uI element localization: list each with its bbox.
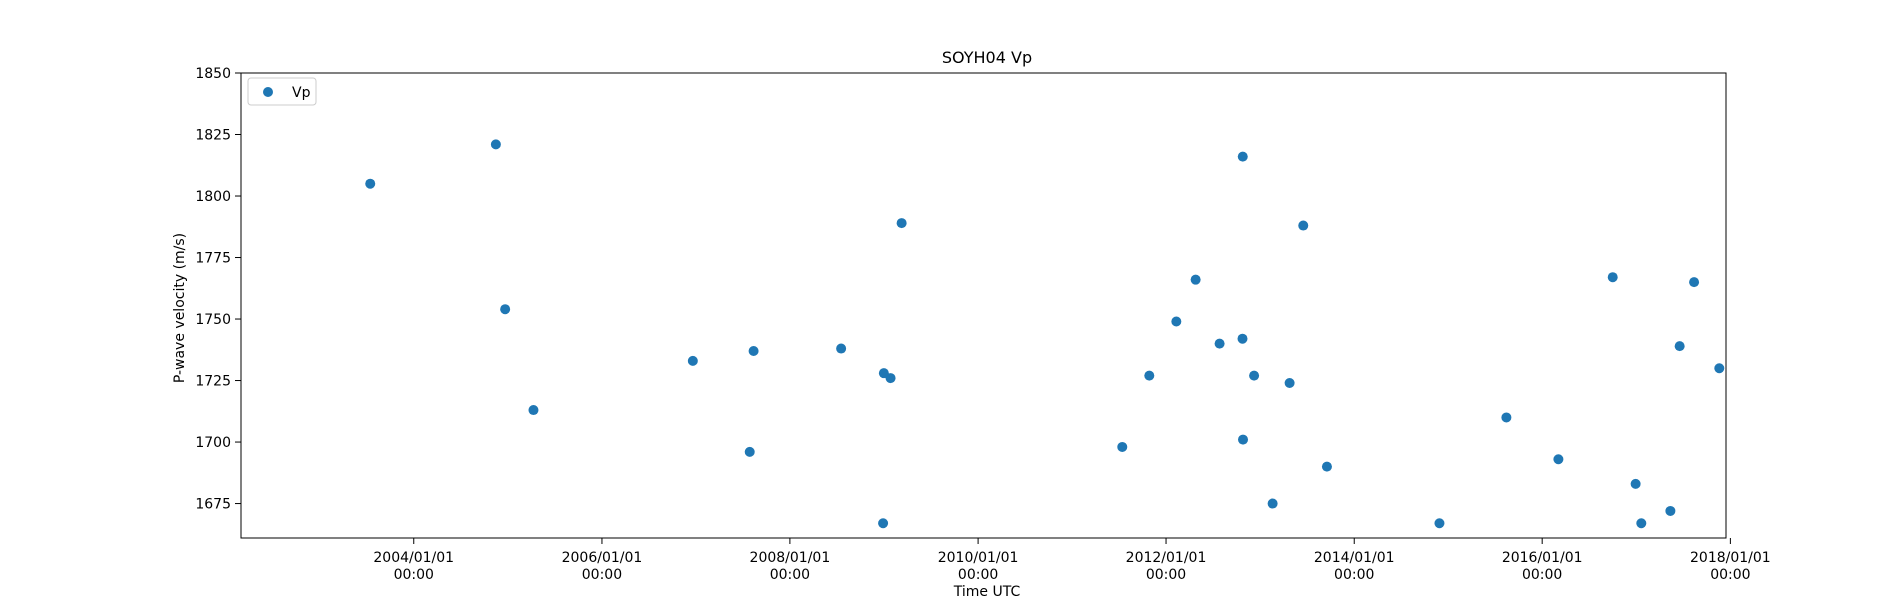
data-point (1298, 220, 1309, 231)
data-point (878, 518, 889, 529)
x-tick-label: 2010/01/01 (938, 550, 1019, 566)
x-tick-label-time: 00:00 (394, 567, 434, 583)
data-point (1249, 370, 1260, 381)
data-point (896, 218, 907, 229)
x-axis-title: Time UTC (953, 584, 1021, 600)
data-point (365, 178, 376, 189)
y-axis-title: P-wave velocity (m/s) (172, 233, 188, 383)
x-tick-label: 2016/01/01 (1502, 550, 1583, 566)
data-point (1238, 434, 1249, 445)
x-tick-label: 2004/01/01 (373, 550, 454, 566)
y-tick-label: 1725 (195, 374, 231, 390)
y-tick-label: 1750 (195, 312, 231, 328)
data-point (1214, 338, 1225, 349)
x-tick-label: 2006/01/01 (562, 550, 643, 566)
x-tick-label-time: 00:00 (1710, 567, 1750, 583)
data-point (687, 355, 698, 366)
data-point (1553, 454, 1564, 465)
data-point (885, 373, 896, 384)
data-point (1501, 412, 1512, 423)
y-tick-label: 1825 (195, 128, 231, 144)
data-point (836, 343, 847, 354)
data-point (1237, 333, 1248, 344)
y-tick-label: 1800 (195, 189, 231, 205)
data-point (1434, 518, 1445, 529)
x-tick-label: 2012/01/01 (1126, 550, 1207, 566)
data-point (1689, 277, 1700, 288)
x-tick-label: 2018/01/01 (1690, 550, 1771, 566)
plot-area (240, 72, 1727, 539)
data-point (1607, 272, 1618, 283)
x-tick-label-time: 00:00 (770, 567, 810, 583)
data-point (744, 446, 755, 457)
data-point (1284, 378, 1295, 388)
data-point (1665, 505, 1676, 516)
data-point (1714, 363, 1725, 374)
data-point (490, 139, 501, 150)
data-point (1144, 370, 1155, 381)
legend-frame (247, 77, 317, 106)
data-point (748, 346, 759, 357)
y-tick-label: 1675 (195, 497, 231, 513)
data-point (1237, 151, 1248, 162)
x-tick-label-time: 00:00 (1334, 567, 1374, 583)
y-tick-label: 1700 (195, 435, 231, 451)
data-point (1267, 498, 1278, 509)
x-tick-label-time: 00:00 (582, 567, 622, 583)
data-point (1117, 441, 1128, 452)
data-point (1630, 478, 1641, 489)
legend-label: Vp (292, 85, 311, 101)
x-tick-label: 2008/01/01 (750, 550, 831, 566)
data-point (500, 304, 511, 315)
y-tick-label: 1775 (195, 251, 231, 267)
data-point (1321, 461, 1332, 472)
legend-marker (263, 87, 273, 97)
y-axis: 1675 1700 1725 1750 1775 1800 1825 1850 (195, 66, 241, 513)
data-point (1171, 316, 1182, 327)
x-tick-label-time: 00:00 (958, 567, 998, 583)
legend: Vp (247, 77, 317, 106)
x-axis: 2004/01/0100:002006/01/0100:002008/01/01… (373, 538, 1771, 583)
plot-frame (240, 72, 1727, 539)
y-tick-label: 1850 (195, 66, 231, 82)
x-tick-label-time: 00:00 (1146, 567, 1186, 583)
chart-title: SOYH04 Vp (942, 48, 1032, 67)
data-points (365, 139, 1725, 529)
x-tick-label: 2014/01/01 (1314, 550, 1395, 566)
x-tick-label-time: 00:00 (1522, 567, 1562, 583)
data-point (1190, 274, 1201, 285)
data-point (528, 405, 539, 416)
data-point (1636, 518, 1647, 529)
data-point (1674, 341, 1685, 352)
